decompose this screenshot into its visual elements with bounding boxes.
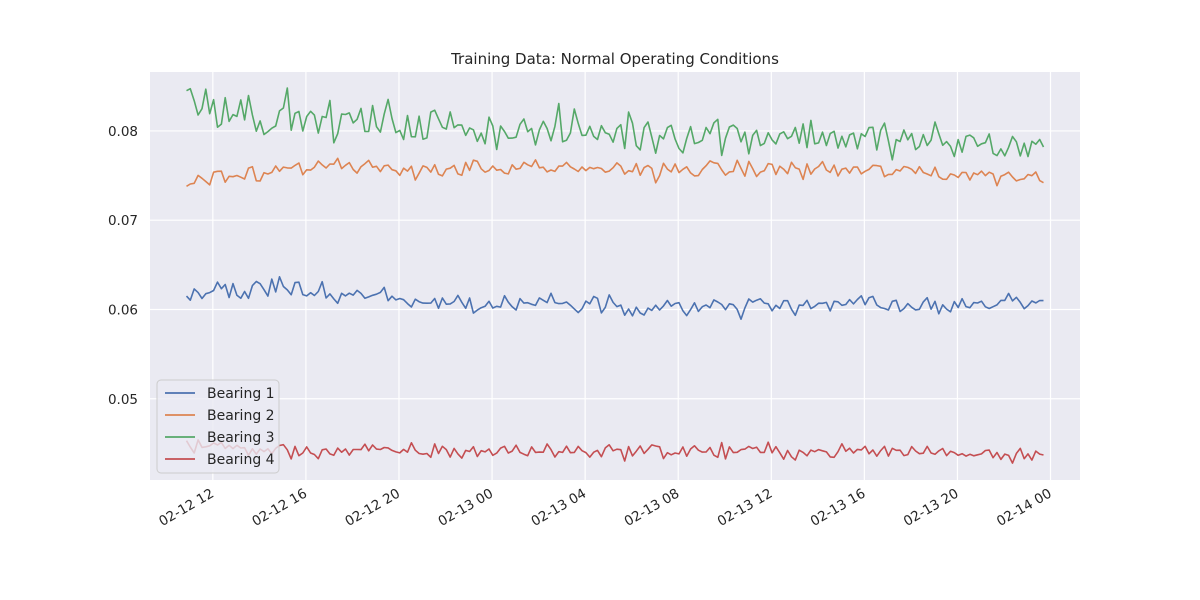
legend-label: Bearing 2 <box>207 408 275 424</box>
y-tick-labels: 0.05 0.06 0.07 0.08 <box>108 124 138 408</box>
legend: Bearing 1 Bearing 2 Bearing 3 Bearing 4 <box>156 379 280 474</box>
x-tick-label: 02-13 04 <box>529 486 590 530</box>
x-tick-label: 02-12 20 <box>342 486 403 530</box>
y-tick-label: 0.08 <box>108 124 138 140</box>
x-tick-label: 02-14 00 <box>994 486 1055 530</box>
y-tick-label: 0.05 <box>108 392 138 408</box>
x-tick-labels: 02-12 12 02-12 16 02-12 20 02-13 00 02-13 04… <box>156 486 1054 530</box>
series-line-bearing-4 <box>185 439 1044 464</box>
series-line-bearing-1 <box>185 275 1044 321</box>
legend-label: Bearing 3 <box>207 430 275 446</box>
series-line-bearing-2 <box>186 157 1044 187</box>
x-tick-label: 02-13 20 <box>901 486 962 530</box>
x-tick-label: 02-13 00 <box>435 486 496 530</box>
x-tick-label: 02-13 12 <box>715 486 776 530</box>
x-tick-label: 02-12 16 <box>249 486 310 530</box>
legend-box <box>156 379 280 474</box>
legend-label: Bearing 1 <box>207 386 275 402</box>
legend-label: Bearing 4 <box>207 452 275 468</box>
y-tick-label: 0.07 <box>108 213 138 229</box>
x-tick-label: 02-13 08 <box>622 486 683 530</box>
series-line-bearing-3 <box>186 87 1045 161</box>
y-tick-label: 0.06 <box>108 302 138 318</box>
x-tick-label: 02-13 16 <box>808 486 869 530</box>
chart-title: Training Data: Normal Operating Conditio… <box>450 50 779 68</box>
x-tick-label: 02-12 12 <box>156 486 217 530</box>
series-layer <box>185 87 1045 464</box>
